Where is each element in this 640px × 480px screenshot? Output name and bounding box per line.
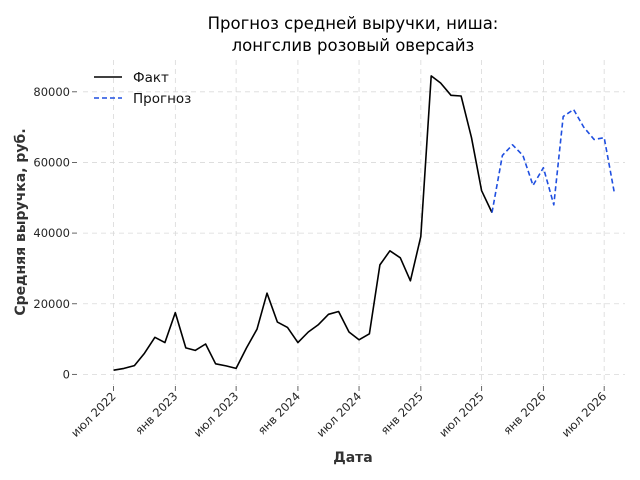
x-tick-label: июл 2023: [191, 389, 242, 440]
y-axis-label: Средняя выручка, руб.: [13, 128, 29, 315]
x-tick-label: июл 2024: [314, 389, 365, 440]
y-tick-label: 60000: [33, 155, 70, 169]
x-tick-label: янв 2024: [255, 389, 303, 437]
x-axis-ticks: июл 2022 янв 2023 июл 2023 янв 2024 июл 2024…: [68, 386, 609, 440]
y-tick-label: 40000: [33, 226, 70, 240]
x-tick-label: июл 2022: [68, 389, 119, 440]
grid: [83, 60, 625, 385]
x-tick-label: янв 2025: [378, 389, 426, 437]
series-line-forecast: [491, 108, 616, 213]
y-tick-label: 0: [63, 367, 70, 381]
chart-title-line-2: лонгслив розовый оверсайз: [232, 36, 475, 55]
y-axis-ticks: 0 20000 40000 60000 80000: [33, 85, 77, 381]
y-tick-label: 80000: [33, 85, 70, 99]
legend-label-fact: Факт: [133, 70, 169, 86]
x-tick-label: июл 2026: [559, 389, 610, 440]
chart-title-line-1: Прогноз средней выручки, ниша:: [208, 14, 499, 33]
x-tick-label: июл 2025: [436, 389, 487, 440]
chart-title: Прогноз средней выручки, ниша: лонгслив …: [208, 14, 499, 55]
x-tick-label: янв 2026: [500, 389, 548, 437]
legend-label-forecast: Прогноз: [133, 91, 191, 107]
series-lines: [113, 75, 616, 371]
x-axis-label: Дата: [333, 450, 372, 466]
y-tick-label: 20000: [33, 297, 70, 311]
series-line-fact: [113, 75, 493, 371]
legend: Факт Прогноз: [94, 70, 191, 107]
x-tick-label: янв 2023: [132, 389, 180, 437]
